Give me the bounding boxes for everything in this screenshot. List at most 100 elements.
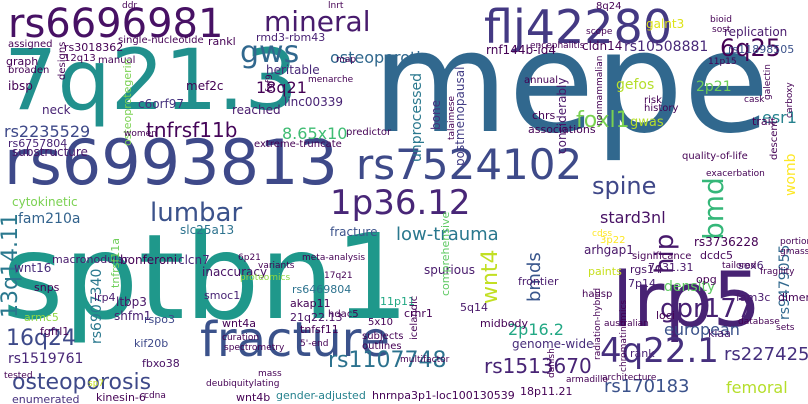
word-mass: mass [258,369,282,379]
word-rgs14: rgs14 [630,263,662,276]
word-foxl1: foxl1 [576,108,630,133]
word-8q24: 8q24 [596,1,622,12]
word-women: women [124,129,157,139]
word-7q21-3: 7q21.3 [4,31,298,129]
word-graph: graph [6,55,39,68]
word-macronodular: macronodular [52,253,129,266]
word-armc5: armc5 [24,311,59,324]
word-rmd3-rbm43: rmd3-rbm43 [256,31,326,44]
word-subjects: subjects [362,331,404,342]
word-gwas: gwas [630,115,664,130]
word-slc25a13: slc25a13 [180,223,235,237]
word-heritable: heritable [266,63,320,77]
word-sets: sets [776,323,795,333]
word-4q22-1: 4q22.1 [600,331,719,371]
word-mineral: mineral [264,5,371,38]
word-deubiquitylating: cdna [144,391,166,401]
word-21q22-13: 21q22.13 [290,311,343,324]
word-scope: scope [586,27,613,37]
word-broaden: broaden [8,65,50,76]
word-rspo3: rspo3 [144,313,175,326]
word-osteoporotic: osteoporotic [330,48,430,67]
word-associations: associations [528,123,596,136]
word-encephalitis: encephalitis [530,41,585,51]
word-considerably: considerably [555,77,569,154]
word-hausp: hausp [582,289,613,300]
word-osteoporosis: osteoporosis [12,370,152,395]
word-descent: descent [769,120,780,160]
word-smoc1: smoc1 [204,289,241,302]
word-tested: deubiquitylating [206,379,280,389]
word-european: european [664,320,740,339]
word-low-trauma: low-trauma [396,224,499,245]
word-1p36-12: 1p36.12 [330,183,471,223]
word-tnfrsf11a: tnfrsf11a [109,237,122,288]
word-map: map [336,55,356,65]
word-gpr177: gpr177 [660,294,754,324]
word-sost: sost [712,25,731,35]
word-radiation-hybrid: carboxy [785,82,795,118]
word-nonmammalian: exacerbation [706,169,765,179]
word-menarche: cdss [592,229,613,239]
word-outlines: outlines [362,341,402,352]
word-cytokinetic: cytokinetic [12,195,78,209]
word-paints: paints [588,265,622,278]
word-gmass: gmass [780,247,808,257]
word-rs6696981: rs6696981 [8,1,224,47]
word-spurious: spurious [424,263,475,277]
word-18p11-21: 18p11.21 [520,385,573,398]
word-ibsp: ibsp [8,79,33,93]
word-6q25: 6q25 [720,34,782,62]
word-enumerated: enumerated [12,393,80,404]
word-bone: bone [429,100,443,130]
word-icelandic: icelandic [409,295,420,340]
word-assigned: assigned [8,39,53,50]
word-akap11: akap11 [290,297,331,310]
word-database: database [738,317,780,327]
word-cdss: 5'-end [300,339,329,349]
word-esr1: esr1 [762,108,797,127]
word-portion: portion [780,237,808,247]
word-midbody: midbody [480,317,528,330]
word-galectin: cask [744,95,765,105]
word-wnt4b: wnt4b [236,391,271,404]
word-gefos: gefos [616,77,655,93]
word-gender-adjusted: gender-adjusted [276,389,366,402]
word-quality-of-life: quality-of-life [682,151,748,162]
word-fragility: fragility [760,267,795,277]
word-bmd: bmd [697,177,730,240]
word-c6orf97: c6orf97 [138,97,185,111]
word-galnt3: galnt3 [646,17,685,31]
word-bioid: bioid [710,15,732,25]
word-12q13: 12q13 [64,53,96,64]
word-arhgap1: arhgap1 [584,243,634,257]
word-stard3nl: stard3nl [600,208,666,227]
word-rs227425: rs227425 [724,344,808,365]
word-ddr: ddr [122,1,138,11]
word-comprehensive: comprehensive [439,211,452,296]
word-mef2c: mef2c [186,79,224,93]
word-replication: replication [724,25,788,39]
word-dcdc5: dcdc5 [700,249,734,262]
word-neck: neck [42,103,71,117]
word-dimensionality: chromatinomics [619,299,629,372]
word-density: density [664,279,716,295]
word-7q31-31: 7q31.31 [648,261,694,274]
word-architecture: architecture [602,373,657,383]
word-5x10: 5x10 [368,317,394,328]
word-chromatinomics: danish [547,348,557,378]
word-5-end: radiation-hybrid [593,287,603,360]
word-trait: trait [752,115,775,128]
word-11p15: 11p15 [708,57,737,67]
word-lumbar: lumbar [150,198,243,228]
word-kif20b: kif20b [134,337,169,350]
word-rs6993813: rs6993813 [4,126,338,199]
word-bonferoni: bonferoni [120,253,178,267]
word-kinesin-6: kinesin-6 [96,391,146,404]
word-australian: australian [604,319,649,329]
word-annual: annual [524,75,559,86]
word-fbxo38: fbxo38 [142,357,180,370]
word-5q14: 5q14 [460,301,488,314]
word-loci: loci [656,309,675,322]
